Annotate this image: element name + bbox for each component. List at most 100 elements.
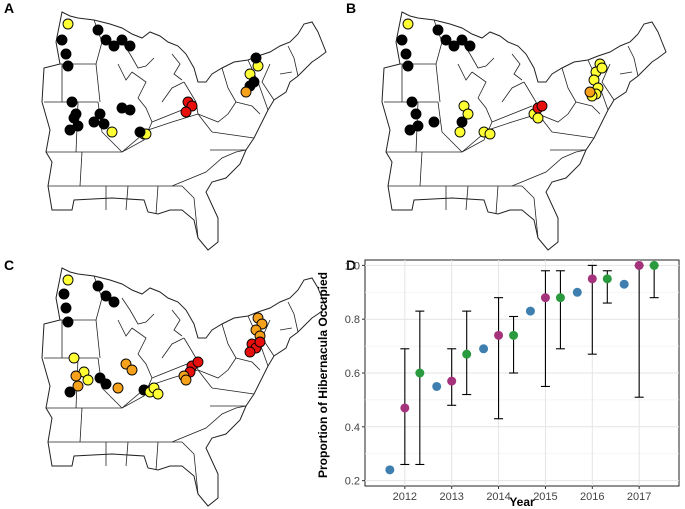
point-model-1-2015 — [540, 293, 550, 303]
state-border — [495, 185, 499, 215]
site-marker-black — [66, 96, 78, 108]
data-points — [385, 260, 659, 475]
state-border — [465, 185, 469, 211]
site-marker-black — [400, 48, 412, 60]
state-border — [461, 113, 539, 153]
site-marker-black — [58, 288, 70, 300]
site-marker-black — [100, 290, 112, 302]
site-marker-black — [404, 124, 416, 136]
point-model-1-2012 — [400, 403, 410, 413]
site-marker-yellow — [462, 108, 474, 120]
site-marker-black — [56, 34, 68, 46]
point-model-1-2013 — [447, 376, 457, 386]
site-marker-orange — [72, 380, 84, 392]
site-marker-yellow — [596, 62, 608, 74]
point-model-2-2016 — [602, 274, 612, 284]
state-border — [287, 45, 299, 77]
state-border — [125, 185, 129, 211]
site-marker-black — [100, 34, 112, 46]
hibernacula-sites — [58, 274, 268, 400]
site-marker-red — [192, 356, 204, 368]
state-border — [117, 319, 133, 337]
state-border — [287, 301, 299, 333]
state-border — [537, 101, 577, 123]
state-border — [491, 105, 533, 123]
site-marker-black — [406, 96, 418, 108]
point-observed-2014 — [479, 344, 489, 354]
state-border — [435, 63, 441, 103]
state-border — [279, 71, 293, 75]
state-border — [619, 71, 633, 75]
site-marker-red — [536, 100, 548, 112]
point-observed-2015 — [525, 306, 535, 316]
state-border — [131, 71, 147, 99]
map-panel-c — [41, 267, 327, 507]
state-border — [161, 81, 185, 103]
state-border — [521, 185, 539, 239]
hibernacula-sites — [396, 18, 608, 140]
state-border — [419, 151, 423, 187]
state-border — [627, 45, 639, 77]
site-marker-black — [62, 316, 74, 328]
state-border — [261, 63, 275, 101]
site-marker-black — [98, 118, 110, 130]
site-marker-red — [180, 106, 192, 118]
site-marker-yellow — [152, 388, 164, 400]
site-marker-black — [108, 296, 120, 308]
site-marker-black — [116, 34, 128, 46]
state-border — [601, 63, 615, 101]
site-marker-red — [254, 336, 266, 348]
point-model-1-2014 — [494, 330, 504, 340]
point-observed-2012 — [385, 465, 395, 475]
site-marker-black — [64, 386, 76, 398]
site-marker-black — [64, 124, 76, 136]
site-marker-yellow — [62, 18, 74, 30]
state-border — [197, 101, 237, 123]
y-tick-label: 1.0 — [345, 260, 360, 272]
us-states-outline — [41, 267, 327, 507]
state-border — [197, 113, 213, 133]
country-border — [381, 11, 667, 251]
state-border — [575, 101, 601, 115]
state-border — [171, 309, 183, 337]
state-border — [221, 67, 237, 103]
site-marker-black — [124, 104, 136, 116]
state-border — [95, 319, 101, 359]
hibernacula-sites — [56, 18, 264, 140]
site-marker-orange — [240, 86, 252, 98]
point-observed-2013 — [432, 381, 442, 391]
y-tick-label: 0.6 — [345, 368, 360, 380]
state-border — [211, 387, 255, 395]
site-marker-black — [68, 112, 80, 124]
site-marker-yellow — [68, 352, 80, 364]
site-marker-orange — [70, 370, 82, 382]
state-border — [79, 151, 83, 187]
site-marker-black — [428, 116, 440, 128]
state-border — [511, 149, 587, 187]
state-border — [235, 357, 261, 371]
site-marker-black — [60, 48, 72, 60]
point-model-1-2017 — [634, 260, 644, 270]
y-tick-label: 0.2 — [345, 476, 360, 488]
site-marker-black — [92, 280, 104, 292]
state-border — [511, 53, 523, 81]
site-marker-black — [432, 24, 444, 36]
site-marker-orange — [112, 382, 124, 394]
x-tick-label: 2015 — [533, 491, 557, 503]
site-marker-black — [60, 302, 72, 314]
point-model-2-2017 — [649, 260, 659, 270]
site-marker-black — [92, 24, 104, 36]
state-border — [171, 149, 247, 187]
state-border — [501, 81, 525, 103]
y-axis-label: Proportion of Hibernacula Occupied — [316, 272, 330, 478]
map-panel-a — [41, 11, 327, 251]
panel-label-c: C — [4, 257, 15, 273]
state-border — [171, 53, 183, 81]
panel-label-a: A — [4, 0, 15, 16]
site-marker-yellow — [454, 126, 466, 138]
panel-label-b: B — [346, 0, 357, 16]
x-tick-label: 2017 — [627, 491, 651, 503]
site-marker-black — [134, 126, 146, 138]
country-border — [41, 267, 327, 507]
